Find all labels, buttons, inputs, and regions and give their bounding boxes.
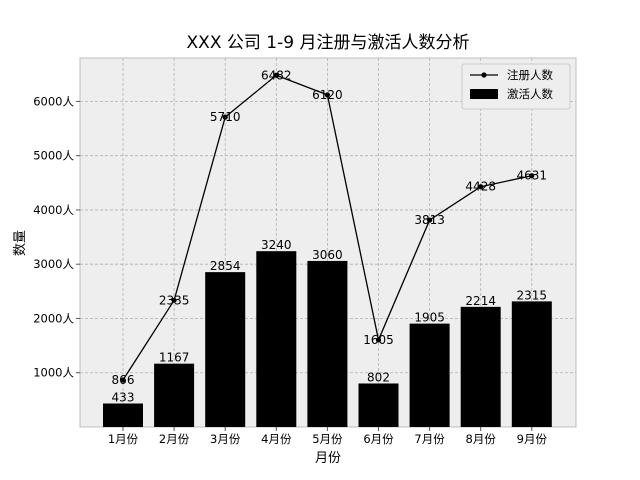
line-value-label: 866	[112, 373, 135, 387]
bar	[154, 363, 195, 427]
line-point	[273, 72, 279, 78]
bar-value-label: 3240	[261, 238, 292, 252]
line-value-label: 1605	[363, 333, 394, 347]
legend-bar-swatch	[470, 89, 498, 99]
line-value-label: 4428	[465, 180, 496, 194]
x-tick-label: 5月份	[312, 432, 343, 446]
x-tick-label: 8月份	[466, 432, 497, 446]
x-tick-label: 6月份	[363, 432, 394, 446]
y-tick-label: 3000人	[33, 257, 74, 271]
bar-value-label: 2854	[210, 259, 241, 273]
line-value-label: 2335	[159, 293, 190, 307]
line-point	[427, 217, 433, 223]
bar	[460, 306, 501, 427]
data-labels: 433 1167 2854 3240 3060 802 1905 2214 2315 866 233…	[112, 68, 548, 404]
line-value-label: 3813	[414, 213, 445, 227]
bar	[511, 301, 552, 427]
y-tick-label: 4000人	[33, 203, 74, 217]
legend-line-marker	[481, 72, 487, 78]
line-value-label: 6120	[312, 88, 343, 102]
line-point	[171, 297, 177, 303]
y-axis-ticks: 1000人 2000人 3000人 4000人 5000人 6000人	[33, 94, 80, 380]
line-value-label: 6482	[261, 68, 292, 82]
chart-title: XXX 公司 1-9 月注册与激活人数分析	[187, 33, 470, 53]
bar	[103, 403, 143, 427]
bar	[358, 383, 399, 427]
line-point	[375, 337, 382, 343]
bar-value-label: 802	[367, 370, 390, 384]
x-tick-label: 9月份	[517, 432, 548, 446]
line-value-label: 5710	[210, 110, 241, 124]
line-point	[478, 184, 484, 190]
y-tick-label: 2000人	[33, 311, 74, 325]
bar	[409, 323, 450, 427]
x-axis-label: 月份	[315, 451, 341, 466]
line-point	[222, 114, 228, 120]
bar-value-label: 1167	[159, 351, 190, 365]
x-tick-label: 1月份	[108, 432, 139, 446]
legend-entry-bar: 激活人数	[507, 87, 553, 101]
y-tick-label: 6000人	[33, 94, 74, 108]
bar-value-label: 2315	[517, 288, 548, 302]
bar-value-label: 433	[112, 391, 135, 405]
line-point	[324, 92, 330, 98]
bar	[307, 260, 348, 427]
line-value-label: 4631	[517, 169, 548, 183]
bar	[256, 251, 297, 427]
line-point	[529, 173, 535, 179]
y-tick-label: 1000人	[33, 366, 74, 380]
bar-value-label: 2214	[465, 294, 496, 308]
legend-entry-line: 注册人数	[507, 68, 553, 82]
x-axis-ticks: 1月份 2月份 3月份 4月份 5月份 6月份 7月份 8月份 9月份	[108, 427, 548, 446]
bar	[205, 272, 246, 427]
line-point	[120, 377, 126, 383]
bar-value-label: 3060	[312, 248, 343, 262]
x-tick-label: 7月份	[414, 432, 445, 446]
x-tick-label: 3月份	[210, 432, 241, 446]
bar-value-label: 1905	[414, 311, 445, 325]
x-tick-label: 4月份	[261, 432, 292, 446]
y-axis-label: 数量	[13, 230, 28, 256]
y-tick-label: 5000人	[33, 149, 74, 163]
line-series	[120, 72, 535, 383]
bar-series	[103, 251, 552, 427]
legend: 注册人数 激活人数	[461, 63, 571, 110]
x-tick-label: 2月份	[159, 432, 190, 446]
